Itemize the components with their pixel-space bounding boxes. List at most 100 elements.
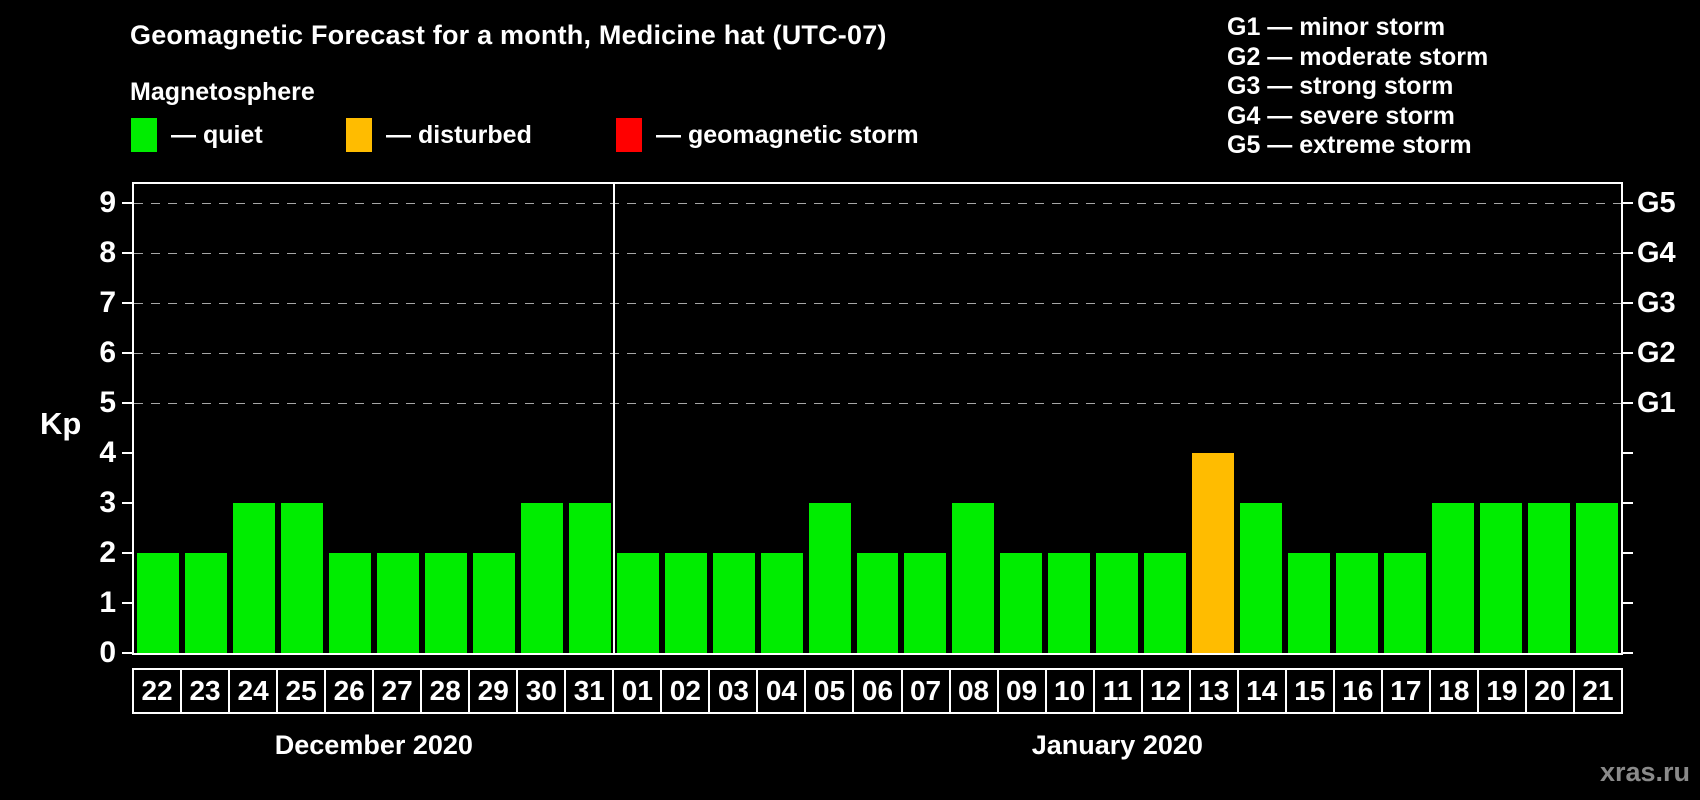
day-label: 10 [1044, 668, 1095, 714]
day-label: 27 [372, 668, 423, 714]
kp-bar-day-14 [1240, 503, 1283, 653]
legend-item-storm: — geomagnetic storm [616, 117, 919, 153]
kp-bar-day-08 [952, 503, 995, 653]
y-tick-label: 9 [99, 186, 116, 219]
day-label: 04 [756, 668, 807, 714]
day-label: 03 [708, 668, 759, 714]
y-axis-tick-left [122, 602, 132, 604]
storm-color-swatch [616, 118, 642, 152]
y-tick-label: 0 [99, 636, 116, 669]
kp-bar-day-15 [1288, 553, 1331, 653]
y-axis-tick-left [122, 302, 132, 304]
y-tick-label: 2 [99, 536, 116, 569]
y-axis-tick-left [122, 552, 132, 554]
gridline-kp8 [134, 253, 1621, 254]
legend-label-disturbed: — disturbed [386, 120, 532, 149]
kp-bar-day-23 [184, 553, 227, 653]
day-label: 23 [180, 668, 231, 714]
month-label-december: December 2020 [274, 730, 473, 760]
y-tick-label: 4 [99, 436, 116, 469]
g-scale-legend-item-g1: G1 — minor storm [1227, 13, 1446, 41]
kp-bar-day-28 [424, 553, 467, 653]
kp-bar-day-11 [1096, 553, 1139, 653]
y-axis-tick-right [1623, 502, 1633, 504]
y-axis-tick-left [122, 502, 132, 504]
day-label: 12 [1140, 668, 1191, 714]
day-label: 17 [1380, 668, 1431, 714]
gridline-kp6 [134, 353, 1621, 354]
kp-bar-day-16 [1336, 553, 1379, 653]
gridline-kp9 [134, 203, 1621, 204]
y-axis-tick-right [1623, 652, 1633, 654]
day-label: 21 [1572, 668, 1623, 714]
day-label: 02 [660, 668, 711, 714]
day-label: 14 [1236, 668, 1287, 714]
day-label: 30 [516, 668, 567, 714]
kp-bar-day-02 [664, 553, 707, 653]
kp-bar-day-10 [1048, 553, 1091, 653]
y-axis-tick-left [122, 202, 132, 204]
g-scale-legend-item-g3: G3 — strong storm [1227, 72, 1454, 100]
gridline-kp7 [134, 303, 1621, 304]
y-tick-label: 8 [99, 236, 116, 269]
g-scale-axis-label-g5: G5 [1637, 187, 1676, 219]
y-axis-tick-right [1623, 302, 1633, 304]
day-label: 26 [324, 668, 375, 714]
day-label: 08 [948, 668, 999, 714]
legend-label-quiet: — quiet [171, 120, 263, 149]
kp-bar-day-07 [904, 553, 947, 653]
g-scale-legend-item-g5: G5 — extreme storm [1227, 131, 1472, 159]
day-label: 28 [420, 668, 471, 714]
legend-label-storm: — geomagnetic storm [656, 120, 919, 149]
day-label: 25 [276, 668, 327, 714]
day-label: 11 [1092, 668, 1143, 714]
kp-bar-day-26 [328, 553, 371, 653]
y-axis-title: Kp [40, 406, 82, 441]
y-axis-tick-right [1623, 552, 1633, 554]
y-axis-tick-right [1623, 452, 1633, 454]
g-scale-axis-label-g3: G3 [1637, 287, 1676, 319]
kp-bar-day-24 [232, 503, 275, 653]
y-axis-tick-right [1623, 202, 1633, 204]
kp-bar-day-30 [520, 503, 563, 653]
g-scale-legend-item-g4: G4 — severe storm [1227, 101, 1455, 130]
g-scale-axis-label-g4: G4 [1637, 237, 1676, 269]
day-label: 01 [612, 668, 663, 714]
kp-bar-day-04 [760, 553, 803, 653]
day-label: 16 [1332, 668, 1383, 714]
gridline-kp5 [134, 403, 1621, 404]
day-label: 18 [1428, 668, 1479, 714]
kp-bar-day-21 [1576, 503, 1618, 653]
y-tick-label: 3 [99, 486, 116, 519]
month-label-january: January 2020 [1031, 730, 1203, 760]
day-label: 13 [1188, 668, 1239, 714]
day-label: 24 [228, 668, 279, 714]
day-label: 15 [1284, 668, 1335, 714]
kp-bar-day-19 [1480, 503, 1523, 653]
day-label-row: 22 23 24 25 26 27 28 29 30 31 01 02 03 04 05 06 07 08 09 10… [132, 668, 1623, 714]
g-scale-axis-label-g1: G1 [1637, 387, 1676, 419]
y-axis-tick-left [122, 352, 132, 354]
y-tick-label: 1 [99, 586, 116, 619]
kp-bar-day-13 [1192, 453, 1235, 653]
legend-item-disturbed: — disturbed [346, 117, 532, 153]
kp-bar-day-22 [137, 553, 179, 653]
quiet-color-swatch [131, 118, 157, 152]
kp-bar-day-17 [1384, 553, 1427, 653]
day-label: 22 [132, 668, 183, 714]
g-scale-legend: G1 — minor storm G2 — moderate storm G3 … [1227, 13, 1488, 161]
y-axis-tick-right [1623, 252, 1633, 254]
watermark: xras.ru [1599, 757, 1690, 787]
day-label: 31 [564, 668, 615, 714]
g-scale-axis-label-g2: G2 [1637, 337, 1676, 369]
y-tick-label: 5 [99, 386, 116, 419]
day-label: 05 [804, 668, 855, 714]
kp-bar-day-03 [712, 553, 755, 653]
page-title: Geomagnetic Forecast for a month, Medici… [130, 20, 887, 50]
kp-bar-day-25 [280, 503, 323, 653]
day-label: 19 [1476, 668, 1527, 714]
day-label: 29 [468, 668, 519, 714]
y-axis-tick-right [1623, 352, 1633, 354]
g-scale-legend-item-g2: G2 — moderate storm [1227, 42, 1489, 71]
